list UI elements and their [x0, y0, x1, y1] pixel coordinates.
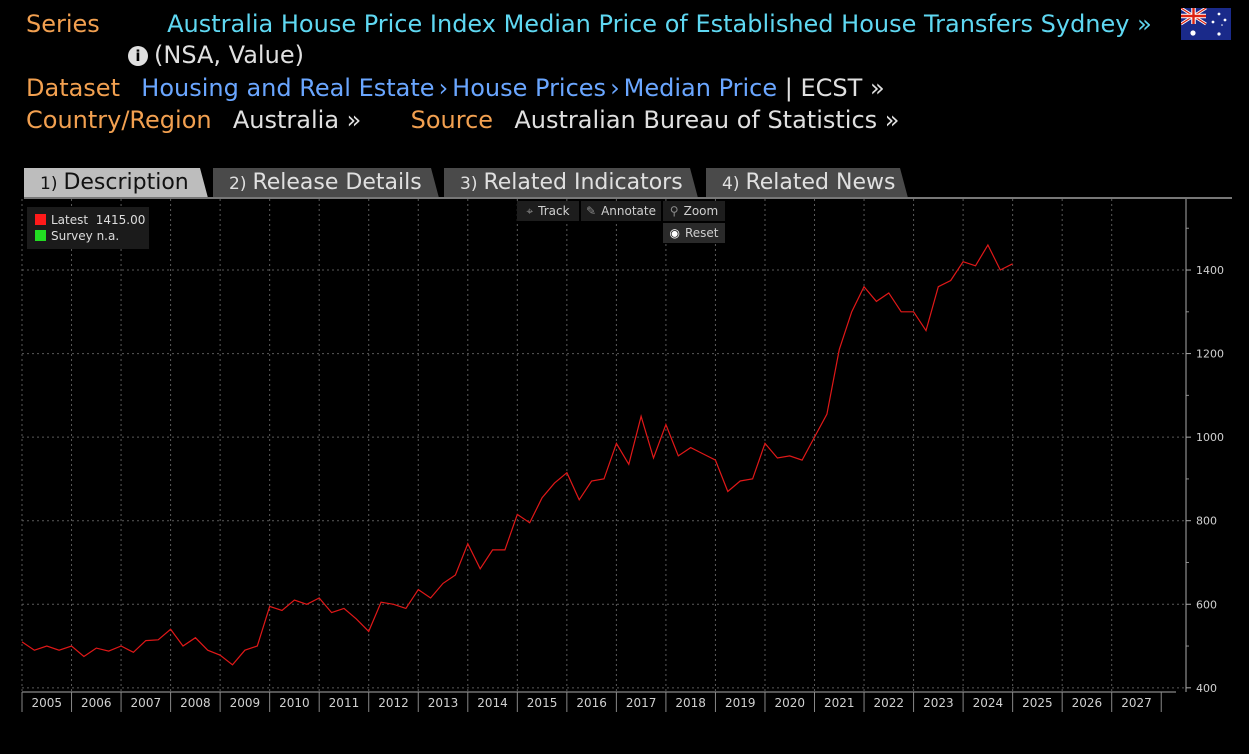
country-link[interactable]: Australia »: [232, 106, 362, 134]
x-tick-label: 2016: [576, 696, 607, 710]
reset-icon: ◉: [669, 226, 680, 240]
x-tick-label: 2005: [31, 696, 62, 710]
x-tick-label: 2023: [923, 696, 954, 710]
series-row: Series Australia House Price Index Media…: [26, 9, 1152, 39]
source-link[interactable]: Australian Bureau of Statistics »: [514, 106, 900, 134]
magnifier-icon: ⚲: [669, 204, 679, 218]
breadcrumb-house-prices[interactable]: House Prices: [452, 74, 607, 102]
info-icon[interactable]: i: [128, 46, 148, 66]
x-tick-label: 2019: [725, 696, 756, 710]
series-subtitle: (NSA, Value): [154, 41, 304, 69]
x-tick-label: 2024: [973, 696, 1004, 710]
australia-flag-icon: [1181, 8, 1231, 40]
x-tick-label: 2013: [428, 696, 459, 710]
x-tick-label: 2006: [81, 696, 112, 710]
x-tick-label: 2012: [378, 696, 409, 710]
x-tick-label: 2014: [477, 696, 508, 710]
dataset-code-link[interactable]: | ECST »: [784, 74, 885, 102]
y-tick-label: 600: [1196, 598, 1217, 611]
survey-value: n.a.: [96, 229, 120, 243]
crosshair-icon: ⌖: [526, 204, 534, 218]
x-tick-label: 2020: [774, 696, 805, 710]
x-tick-label: 2007: [131, 696, 162, 710]
tab-divider: [24, 197, 1232, 199]
y-tick-label: 800: [1196, 515, 1217, 528]
tab-related-indicators[interactable]: 3) Related Indicators: [444, 168, 698, 198]
tab-related-news[interactable]: 4) Related News: [706, 168, 908, 198]
legend-latest: Latest 1415.00: [35, 213, 145, 227]
x-tick-label: 2009: [230, 696, 261, 710]
x-tick-label: 2026: [1072, 696, 1103, 710]
x-tick-label: 2025: [1022, 696, 1053, 710]
source-label: Source: [410, 106, 494, 134]
x-tick-label: 2015: [527, 696, 558, 710]
breadcrumb-median-price[interactable]: Median Price: [623, 74, 778, 102]
country-row: Country/Region Australia » Source Austra…: [26, 105, 899, 135]
survey-swatch: [35, 230, 46, 241]
y-tick-label: 1200: [1196, 348, 1224, 361]
x-tick-label: 2008: [180, 696, 211, 710]
legend-survey: Survey n.a.: [35, 229, 119, 243]
y-tick-label: 1400: [1196, 264, 1224, 277]
x-tick-label: 2027: [1121, 696, 1152, 710]
annotate-button[interactable]: ✎ Annotate: [581, 201, 661, 221]
x-tick-label: 2018: [675, 696, 706, 710]
latest-value: 1415.00: [95, 213, 146, 227]
x-tick-label: 2010: [279, 696, 310, 710]
latest-swatch: [35, 214, 46, 225]
series-title-link[interactable]: Australia House Price Index Median Price…: [167, 10, 1152, 38]
tab-release-details[interactable]: 2) Release Details: [213, 168, 439, 198]
y-tick-label: 400: [1196, 682, 1217, 695]
tab-description[interactable]: 1) Description: [24, 168, 208, 198]
y-tick-label: 1000: [1196, 431, 1224, 444]
pencil-icon: ✎: [586, 204, 597, 218]
breadcrumb-housing[interactable]: Housing and Real Estate: [141, 74, 435, 102]
series-line: [21, 243, 1013, 666]
dataset-row: Dataset Housing and Real Estate › House Pr…: [26, 74, 885, 102]
dataset-label: Dataset: [26, 74, 120, 102]
zoom-button[interactable]: ⚲ Zoom: [663, 201, 725, 221]
legend: Latest 1415.00 Survey n.a.: [27, 207, 149, 249]
country-label: Country/Region: [26, 106, 212, 134]
series-label: Series: [26, 10, 100, 38]
track-button[interactable]: ⌖ Track: [517, 201, 579, 221]
x-tick-label: 2022: [874, 696, 905, 710]
x-tick-label: 2011: [329, 696, 360, 710]
x-tick-label: 2021: [824, 696, 855, 710]
reset-button[interactable]: ◉ Reset: [663, 223, 725, 243]
series-sub-row: i (NSA, Value): [128, 40, 304, 70]
x-tick-label: 2017: [626, 696, 657, 710]
